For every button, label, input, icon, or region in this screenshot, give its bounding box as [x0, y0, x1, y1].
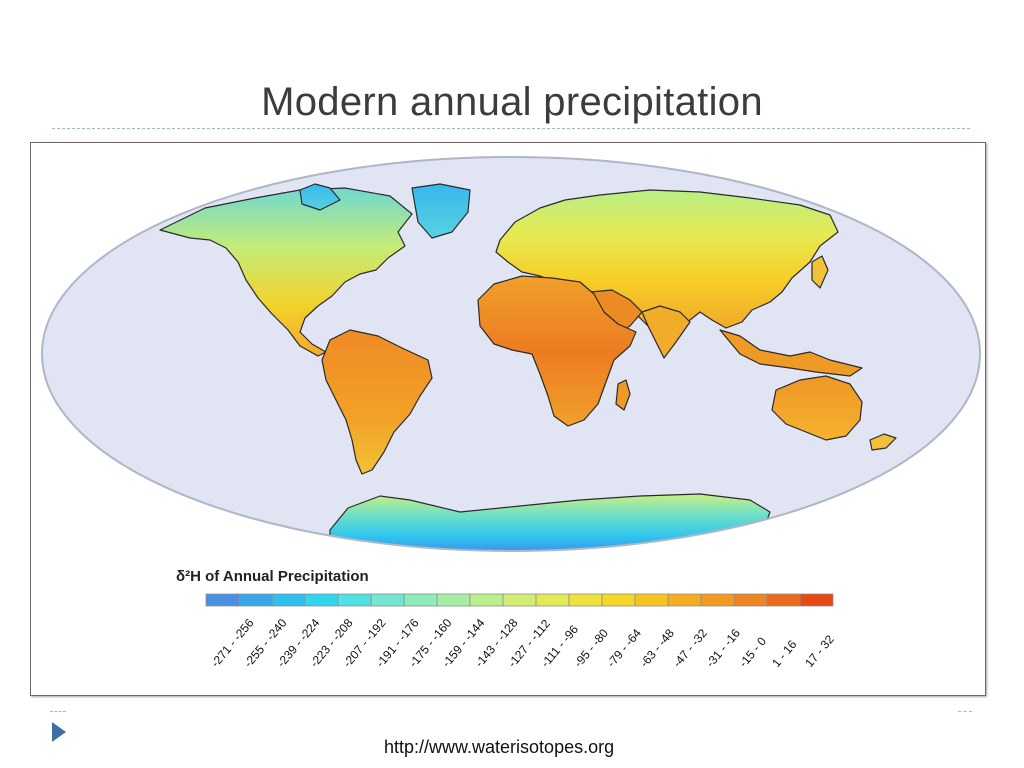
legend-swatch: [766, 593, 801, 607]
legend-swatch: [634, 593, 669, 607]
legend-swatch: [271, 593, 306, 607]
footer-divider-left: [50, 711, 66, 712]
ocean: [42, 157, 980, 551]
legend-label: 17 - 32: [802, 632, 837, 670]
landmass-south-america: [321, 329, 433, 475]
legend-label: -79 - -64: [604, 626, 644, 670]
legend-swatch: [799, 593, 834, 607]
legend-label: -31 - -16: [703, 626, 743, 670]
landmass-arctic-islands: [299, 183, 341, 211]
legend-swatch: [469, 593, 504, 607]
legend-swatch: [502, 593, 537, 607]
legend-swatch: [403, 593, 438, 607]
slide-title: Modern annual precipitation: [261, 80, 763, 124]
legend-swatch: [601, 593, 636, 607]
landmass-new-zealand: [869, 433, 897, 451]
legend-label: -15 - 0: [736, 634, 769, 670]
bullet-arrow-icon: [52, 722, 66, 742]
legend-swatch: [733, 593, 768, 607]
legend-swatch: [238, 593, 273, 607]
legend-swatch: [436, 593, 471, 607]
legend-swatch: [205, 593, 240, 607]
source-url: http://www.waterisotopes.org: [384, 737, 615, 757]
landmass-australia: [771, 375, 863, 441]
legend-swatch: [370, 593, 405, 607]
legend-swatch: [535, 593, 570, 607]
title-divider: [52, 128, 970, 129]
landmass-greenland: [411, 183, 471, 239]
landmass-india: [641, 305, 691, 359]
legend-swatch: [337, 593, 372, 607]
footer-divider-right: [958, 711, 972, 712]
landmass-southeast-asia: [719, 329, 863, 377]
legend-title: δ²H of Annual Precipitation: [176, 568, 369, 585]
legend-label: 1 - 16: [769, 637, 800, 670]
globe-outline: [41, 156, 981, 552]
legend-label: -47 - -32: [670, 626, 710, 670]
landmass-africa: [477, 275, 637, 427]
legend-label: -63 - -48: [637, 626, 677, 670]
legend-swatch: [700, 593, 735, 607]
legend-swatch: [304, 593, 339, 607]
legend-labels: -271 - -256-255 - -240-239 - -224-223 - …: [208, 616, 837, 670]
landmass-antarctica: [329, 493, 771, 551]
legend-swatch: [568, 593, 603, 607]
legend-color-bar: [205, 593, 834, 607]
landmass-north-america: [159, 187, 413, 357]
legend-swatch: [667, 593, 702, 607]
landmass-madagascar: [615, 379, 631, 411]
landmass-japan: [811, 255, 829, 289]
